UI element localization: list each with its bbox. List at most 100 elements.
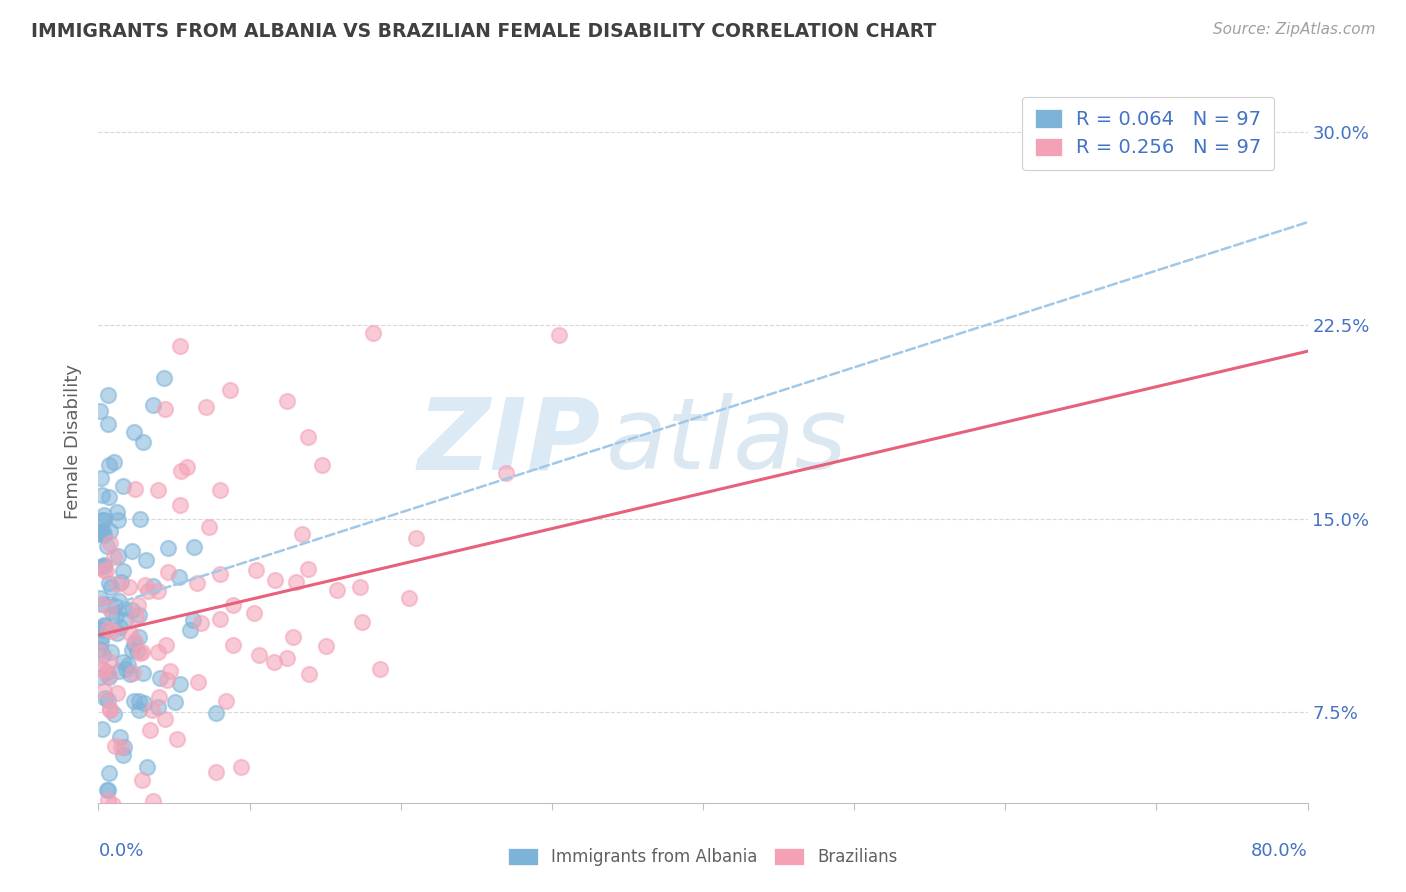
Point	[105, 625, 128, 640]
Point	[98, 600, 121, 615]
Point	[180, 808, 202, 822]
Point	[103, 549, 125, 564]
Point	[89, 630, 111, 644]
Point	[107, 594, 129, 608]
Point	[134, 696, 156, 710]
Point	[243, 606, 266, 620]
Point	[179, 624, 201, 638]
Point	[221, 638, 243, 652]
Point	[152, 370, 174, 384]
Point	[97, 622, 120, 636]
Point	[129, 646, 152, 660]
Point	[194, 400, 217, 414]
Point	[166, 732, 188, 747]
Point	[104, 739, 127, 753]
Point	[97, 793, 120, 807]
Point	[129, 511, 152, 525]
Point	[111, 564, 134, 578]
Point	[91, 488, 114, 502]
Point	[183, 613, 205, 627]
Point	[100, 645, 122, 659]
Point	[104, 599, 127, 614]
Point	[122, 665, 145, 680]
Point	[264, 573, 287, 587]
Point	[190, 615, 212, 630]
Point	[128, 703, 150, 717]
Point	[276, 651, 298, 665]
Point	[98, 702, 121, 716]
Point	[91, 524, 114, 538]
Point	[105, 505, 128, 519]
Point	[89, 559, 111, 574]
Point	[97, 783, 120, 797]
Point	[163, 695, 186, 709]
Point	[142, 793, 165, 807]
Point	[148, 690, 170, 705]
Point	[127, 644, 149, 658]
Point	[89, 645, 111, 659]
Point	[93, 617, 115, 632]
Point	[107, 549, 129, 564]
Point	[111, 808, 134, 822]
Point	[98, 765, 121, 780]
Point	[156, 673, 179, 687]
Point	[104, 608, 127, 623]
Point	[97, 417, 120, 431]
Point	[214, 693, 236, 707]
Point	[128, 694, 150, 708]
Point	[107, 664, 129, 678]
Point	[96, 783, 118, 797]
Point	[276, 394, 298, 409]
Point	[93, 564, 115, 578]
Text: 80.0%: 80.0%	[1251, 842, 1308, 860]
Point	[146, 483, 169, 497]
Point	[148, 584, 170, 599]
Point	[263, 655, 285, 669]
Point	[93, 619, 115, 633]
Point	[159, 665, 181, 679]
Point	[97, 670, 120, 684]
Point	[91, 624, 114, 638]
Point	[125, 610, 148, 624]
Point	[112, 655, 135, 669]
Point	[93, 558, 115, 572]
Text: IMMIGRANTS FROM ALBANIA VS BRAZILIAN FEMALE DISABILITY CORRELATION CHART: IMMIGRANTS FROM ALBANIA VS BRAZILIAN FEM…	[31, 22, 936, 41]
Point	[105, 808, 128, 822]
Point	[98, 490, 121, 504]
Point	[93, 684, 115, 698]
Point	[136, 760, 159, 774]
Text: atlas: atlas	[606, 393, 848, 490]
Point	[135, 553, 157, 567]
Text: Source: ZipAtlas.com: Source: ZipAtlas.com	[1212, 22, 1375, 37]
Point	[89, 526, 111, 541]
Point	[398, 591, 420, 605]
Point	[108, 731, 131, 745]
Point	[90, 524, 112, 539]
Point	[148, 645, 170, 659]
Point	[100, 580, 122, 594]
Point	[101, 624, 124, 639]
Point	[548, 327, 571, 342]
Point	[107, 513, 129, 527]
Point	[495, 466, 517, 480]
Point	[283, 630, 305, 644]
Point	[89, 591, 111, 605]
Point	[209, 483, 232, 497]
Point	[187, 674, 209, 689]
Point	[131, 773, 153, 788]
Point	[169, 339, 191, 353]
Point	[122, 694, 145, 708]
Point	[291, 527, 314, 541]
Point	[112, 479, 135, 493]
Point	[350, 615, 373, 629]
Point	[89, 404, 111, 418]
Point	[103, 707, 125, 722]
Point	[110, 574, 132, 589]
Point	[122, 637, 145, 651]
Point	[121, 602, 143, 616]
Point	[101, 797, 124, 812]
Point	[91, 597, 114, 611]
Point	[315, 640, 337, 654]
Point	[134, 577, 156, 591]
Point	[128, 630, 150, 644]
